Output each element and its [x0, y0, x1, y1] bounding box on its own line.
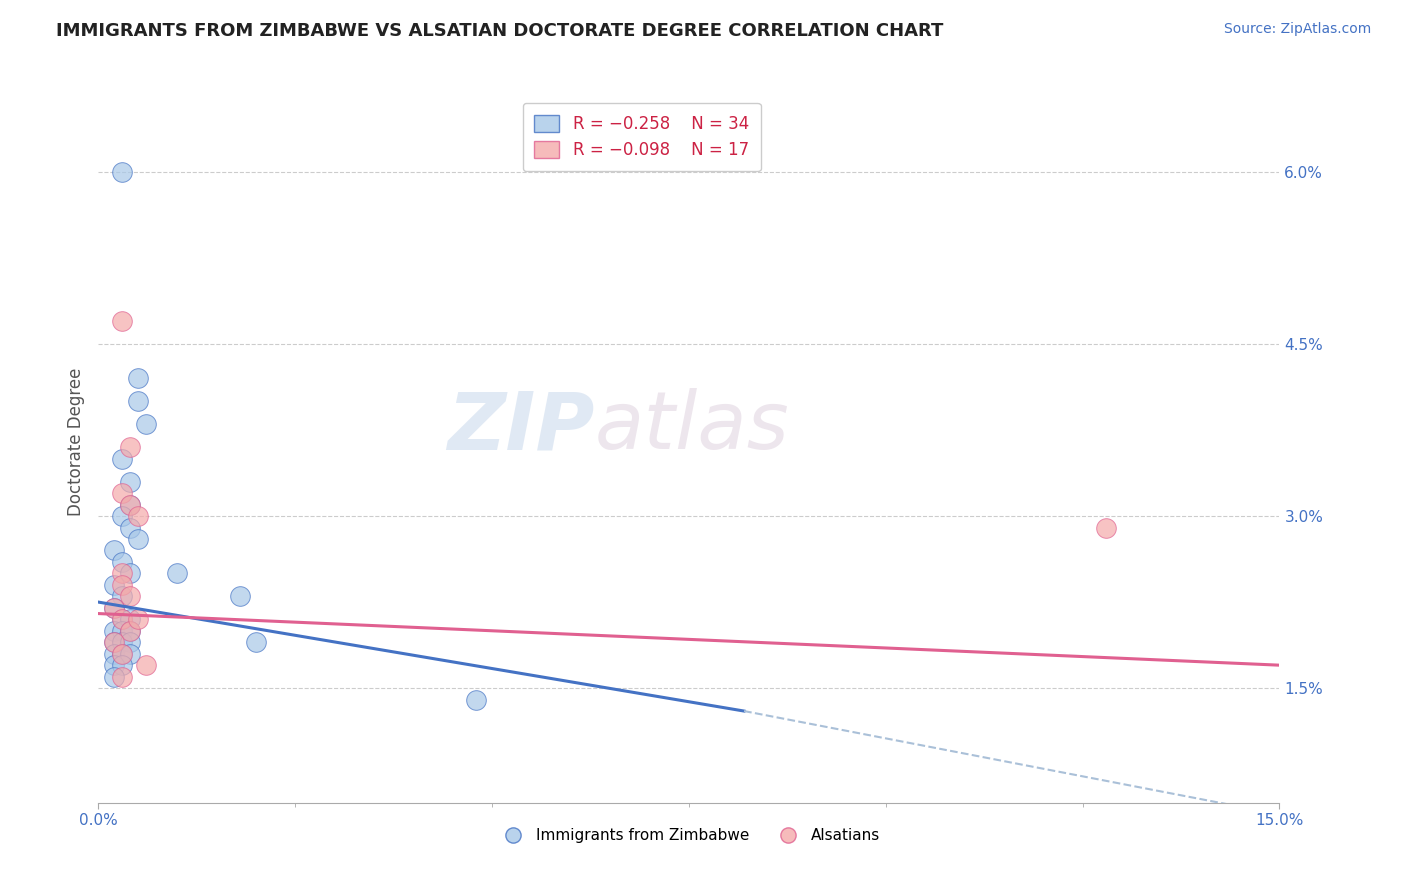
Point [118, 624, 141, 638]
Point [118, 475, 141, 489]
Point [111, 165, 134, 179]
Text: IMMIGRANTS FROM ZIMBABWE VS ALSATIAN DOCTORATE DEGREE CORRELATION CHART: IMMIGRANTS FROM ZIMBABWE VS ALSATIAN DOC… [56, 22, 943, 40]
Point [111, 509, 134, 524]
Text: ZIP: ZIP [447, 388, 595, 467]
Point [118, 635, 141, 649]
Point [118, 590, 141, 604]
Point [103, 600, 125, 615]
Text: Source: ZipAtlas.com: Source: ZipAtlas.com [1223, 22, 1371, 37]
Point [135, 417, 157, 432]
Point [103, 600, 125, 615]
Point [111, 624, 134, 638]
Point [127, 509, 149, 524]
Point [127, 612, 149, 626]
Point [118, 498, 141, 512]
Point [103, 635, 125, 649]
Point [111, 566, 134, 581]
Point [111, 670, 134, 684]
Point [118, 624, 141, 638]
Point [166, 566, 188, 581]
Point [103, 635, 125, 649]
Point [103, 670, 125, 684]
Point [229, 590, 252, 604]
Point [465, 692, 488, 706]
Point [103, 578, 125, 592]
Point [111, 590, 134, 604]
Point [118, 520, 141, 534]
Point [111, 612, 134, 626]
Point [127, 394, 149, 409]
Text: atlas: atlas [595, 388, 789, 467]
Point [118, 647, 141, 661]
Point [118, 498, 141, 512]
Point [1095, 520, 1118, 534]
Point [111, 314, 134, 328]
Point [103, 658, 125, 673]
Point [118, 566, 141, 581]
Point [103, 647, 125, 661]
Point [111, 658, 134, 673]
Point [245, 635, 267, 649]
Point [103, 624, 125, 638]
Point [111, 635, 134, 649]
Point [111, 647, 134, 661]
Point [111, 647, 134, 661]
Point [127, 371, 149, 385]
Y-axis label: Doctorate Degree: Doctorate Degree [66, 368, 84, 516]
Point [111, 486, 134, 500]
Point [111, 451, 134, 466]
Point [111, 555, 134, 569]
Point [118, 612, 141, 626]
Point [127, 532, 149, 546]
Point [118, 440, 141, 454]
Legend: Immigrants from Zimbabwe, Alsatians: Immigrants from Zimbabwe, Alsatians [492, 822, 886, 849]
Point [103, 543, 125, 558]
Point [111, 578, 134, 592]
Point [135, 658, 157, 673]
Point [111, 612, 134, 626]
